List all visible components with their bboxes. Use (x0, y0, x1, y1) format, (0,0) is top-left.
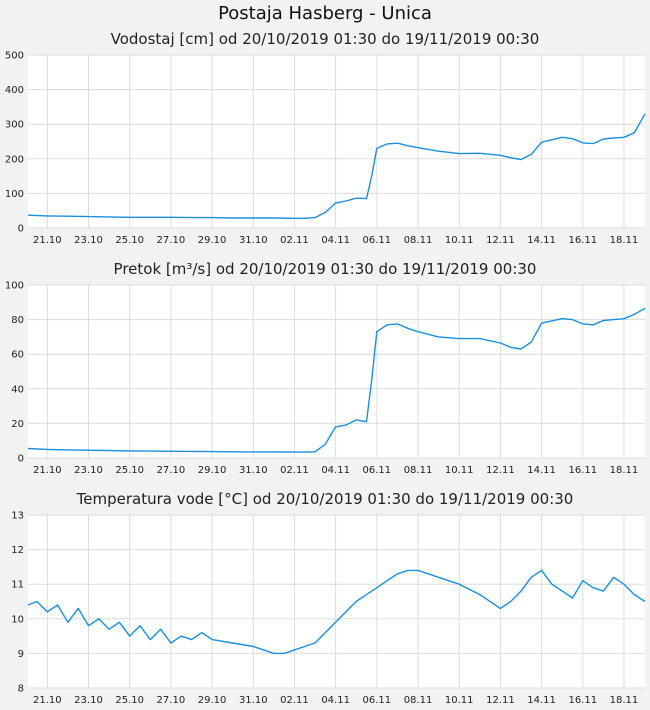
x-tick-label: 12.11 (486, 235, 515, 246)
x-tick-label: 21.10 (33, 465, 62, 476)
x-tick-label: 23.10 (74, 695, 103, 706)
y-tick-label: 400 (5, 85, 24, 96)
x-tick-label: 12.11 (486, 465, 515, 476)
y-tick-label: 100 (5, 281, 24, 292)
page-title: Postaja Hasberg - Unica (218, 3, 432, 24)
x-tick-label: 25.10 (115, 695, 144, 706)
series-line-discharge (27, 307, 646, 453)
x-tick-label: 12.11 (486, 695, 515, 706)
plot-area (28, 285, 645, 458)
x-tick-label: 16.11 (568, 235, 597, 246)
y-tick-label: 40 (11, 384, 24, 395)
y-tick-label: 11 (11, 580, 24, 591)
x-tick-label: 31.10 (239, 235, 268, 246)
x-tick-label: 10.11 (445, 465, 474, 476)
y-tick-label: 500 (5, 51, 24, 62)
y-tick-label: 9 (18, 649, 24, 660)
x-tick-label: 25.10 (115, 465, 144, 476)
x-tick-label: 27.10 (157, 465, 186, 476)
y-tick-label: 200 (5, 154, 24, 165)
y-tick-label: 13 (11, 511, 24, 522)
x-tick-label: 18.11 (610, 695, 639, 706)
x-tick-label: 27.10 (157, 235, 186, 246)
x-tick-label: 27.10 (157, 695, 186, 706)
chart-water-level: 0 100 200 300 400 500 21.10 23.10 25.10 27.10 29.1… (5, 51, 646, 246)
x-tick-label: 21.10 (33, 695, 62, 706)
x-tick-label: 16.11 (568, 695, 597, 706)
plot-area (28, 515, 645, 688)
x-tick-label: 06.11 (363, 695, 392, 706)
y-tick-label: 12 (11, 545, 24, 556)
y-tick-label: 8 (18, 684, 24, 695)
x-tick-label: 18.11 (610, 465, 639, 476)
x-tick-label: 16.11 (568, 465, 597, 476)
x-tick-label: 02.11 (280, 695, 309, 706)
x-tick-label: 08.11 (404, 465, 433, 476)
x-tick-label: 14.11 (527, 695, 556, 706)
x-tick-label: 18.11 (610, 235, 639, 246)
chart-title-discharge: Pretok [m³/s] od 20/10/2019 01:30 do 19/… (113, 260, 537, 278)
x-tick-label: 29.10 (198, 235, 227, 246)
y-tick-label: 0 (18, 224, 24, 235)
x-tick-label: 31.10 (239, 465, 268, 476)
x-tick-label: 23.10 (74, 465, 103, 476)
chart-discharge: 0 20 40 60 80 100 21.10 23.10 25.10 27.10 29.10 31.… (5, 281, 646, 476)
x-tick-label: 10.11 (445, 695, 474, 706)
x-tick-label: 04.11 (321, 235, 350, 246)
x-tick-label: 08.11 (404, 695, 433, 706)
y-tick-label: 100 (5, 189, 24, 200)
x-tick-label: 14.11 (527, 235, 556, 246)
x-tick-label: 06.11 (363, 465, 392, 476)
series-line-water-temperature (27, 569, 646, 655)
x-tick-label: 29.10 (198, 695, 227, 706)
x-tick-label: 25.10 (115, 235, 144, 246)
x-tick-label: 02.11 (280, 465, 309, 476)
x-tick-label: 02.11 (280, 235, 309, 246)
x-tick-label: 29.10 (198, 465, 227, 476)
x-tick-label: 31.10 (239, 695, 268, 706)
x-tick-label: 14.11 (527, 465, 556, 476)
x-tick-label: 04.11 (321, 695, 350, 706)
x-tick-label: 23.10 (74, 235, 103, 246)
series-line-water-level (27, 113, 646, 220)
chart-title-water-temperature: Temperatura vode [°C] od 20/10/2019 01:3… (76, 490, 574, 508)
x-tick-label: 21.10 (33, 235, 62, 246)
y-tick-label: 20 (11, 419, 24, 430)
y-tick-label: 80 (11, 315, 24, 326)
y-tick-label: 0 (18, 454, 24, 465)
x-tick-label: 08.11 (404, 235, 433, 246)
x-tick-label: 04.11 (321, 465, 350, 476)
x-tick-label: 10.11 (445, 235, 474, 246)
y-tick-label: 300 (5, 120, 24, 131)
chart-water-temperature: 8 9 10 11 12 13 21.10 23.10 25.10 27.10 29.10 31.10… (11, 511, 646, 706)
x-tick-label: 06.11 (363, 235, 392, 246)
chart-title-water-level: Vodostaj [cm] od 20/10/2019 01:30 do 19/… (110, 30, 540, 48)
y-tick-label: 10 (11, 614, 24, 625)
plot-area (28, 55, 645, 228)
y-tick-label: 60 (11, 350, 24, 361)
